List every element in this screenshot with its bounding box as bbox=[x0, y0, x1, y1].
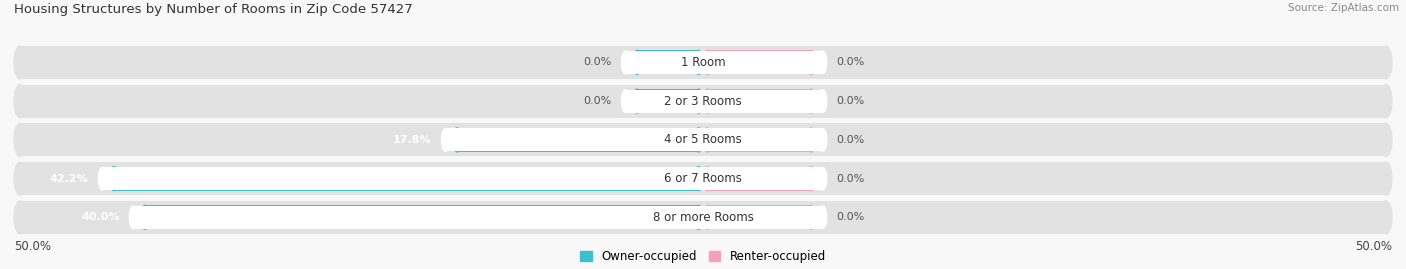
Circle shape bbox=[14, 162, 25, 195]
Bar bbox=[707, 205, 811, 229]
Text: 8 or more Rooms: 8 or more Rooms bbox=[652, 211, 754, 224]
Circle shape bbox=[14, 46, 25, 79]
Bar bbox=[637, 89, 699, 113]
Circle shape bbox=[807, 205, 815, 229]
Bar bbox=[446, 129, 823, 151]
Bar bbox=[707, 128, 811, 152]
Circle shape bbox=[633, 50, 641, 75]
Circle shape bbox=[453, 128, 461, 152]
Circle shape bbox=[129, 206, 138, 229]
Circle shape bbox=[1381, 123, 1392, 156]
Circle shape bbox=[621, 51, 630, 74]
Circle shape bbox=[14, 201, 25, 234]
Circle shape bbox=[818, 129, 827, 151]
Bar bbox=[145, 205, 699, 229]
Bar bbox=[20, 85, 1386, 118]
Bar bbox=[707, 167, 811, 191]
Circle shape bbox=[807, 89, 815, 113]
Circle shape bbox=[1381, 46, 1392, 79]
Text: 50.0%: 50.0% bbox=[1355, 240, 1392, 253]
Circle shape bbox=[110, 167, 118, 191]
Circle shape bbox=[703, 205, 711, 229]
Text: 50.0%: 50.0% bbox=[14, 240, 51, 253]
Circle shape bbox=[818, 206, 827, 229]
Circle shape bbox=[807, 167, 815, 191]
Bar bbox=[134, 206, 823, 229]
Circle shape bbox=[1381, 201, 1392, 234]
Text: 42.2%: 42.2% bbox=[49, 174, 89, 184]
Bar bbox=[114, 167, 699, 191]
Legend: Owner-occupied, Renter-occupied: Owner-occupied, Renter-occupied bbox=[579, 250, 827, 263]
Text: 0.0%: 0.0% bbox=[837, 212, 865, 222]
Circle shape bbox=[695, 167, 703, 191]
Circle shape bbox=[621, 90, 630, 112]
Text: 2 or 3 Rooms: 2 or 3 Rooms bbox=[664, 95, 742, 108]
Circle shape bbox=[1381, 85, 1392, 118]
Text: 1 Room: 1 Room bbox=[681, 56, 725, 69]
Bar bbox=[626, 51, 823, 74]
Text: 6 or 7 Rooms: 6 or 7 Rooms bbox=[664, 172, 742, 185]
Bar bbox=[457, 128, 699, 152]
Bar bbox=[707, 50, 811, 75]
Text: 0.0%: 0.0% bbox=[837, 96, 865, 106]
Circle shape bbox=[703, 128, 711, 152]
Circle shape bbox=[695, 50, 703, 75]
Text: Source: ZipAtlas.com: Source: ZipAtlas.com bbox=[1288, 3, 1399, 13]
Text: 0.0%: 0.0% bbox=[837, 135, 865, 145]
Text: 0.0%: 0.0% bbox=[837, 57, 865, 68]
Bar bbox=[103, 167, 823, 190]
Circle shape bbox=[695, 128, 703, 152]
Circle shape bbox=[98, 167, 107, 190]
Circle shape bbox=[441, 129, 450, 151]
Bar bbox=[626, 90, 823, 112]
Bar bbox=[20, 162, 1386, 195]
Text: 17.8%: 17.8% bbox=[394, 135, 432, 145]
Bar bbox=[637, 50, 699, 75]
Circle shape bbox=[818, 167, 827, 190]
Text: 0.0%: 0.0% bbox=[583, 57, 612, 68]
Circle shape bbox=[818, 51, 827, 74]
Text: 40.0%: 40.0% bbox=[82, 212, 120, 222]
Text: 0.0%: 0.0% bbox=[583, 96, 612, 106]
Circle shape bbox=[807, 50, 815, 75]
Bar bbox=[20, 201, 1386, 234]
Bar bbox=[20, 46, 1386, 79]
Bar bbox=[707, 89, 811, 113]
Circle shape bbox=[14, 123, 25, 156]
Circle shape bbox=[14, 85, 25, 118]
Circle shape bbox=[1381, 162, 1392, 195]
Bar bbox=[20, 123, 1386, 156]
Circle shape bbox=[703, 89, 711, 113]
Circle shape bbox=[818, 90, 827, 112]
Text: 4 or 5 Rooms: 4 or 5 Rooms bbox=[664, 133, 742, 146]
Circle shape bbox=[703, 50, 711, 75]
Circle shape bbox=[695, 205, 703, 229]
Circle shape bbox=[695, 89, 703, 113]
Circle shape bbox=[141, 205, 149, 229]
Text: 0.0%: 0.0% bbox=[837, 174, 865, 184]
Circle shape bbox=[807, 128, 815, 152]
Circle shape bbox=[703, 167, 711, 191]
Circle shape bbox=[633, 89, 641, 113]
Text: Housing Structures by Number of Rooms in Zip Code 57427: Housing Structures by Number of Rooms in… bbox=[14, 3, 413, 16]
